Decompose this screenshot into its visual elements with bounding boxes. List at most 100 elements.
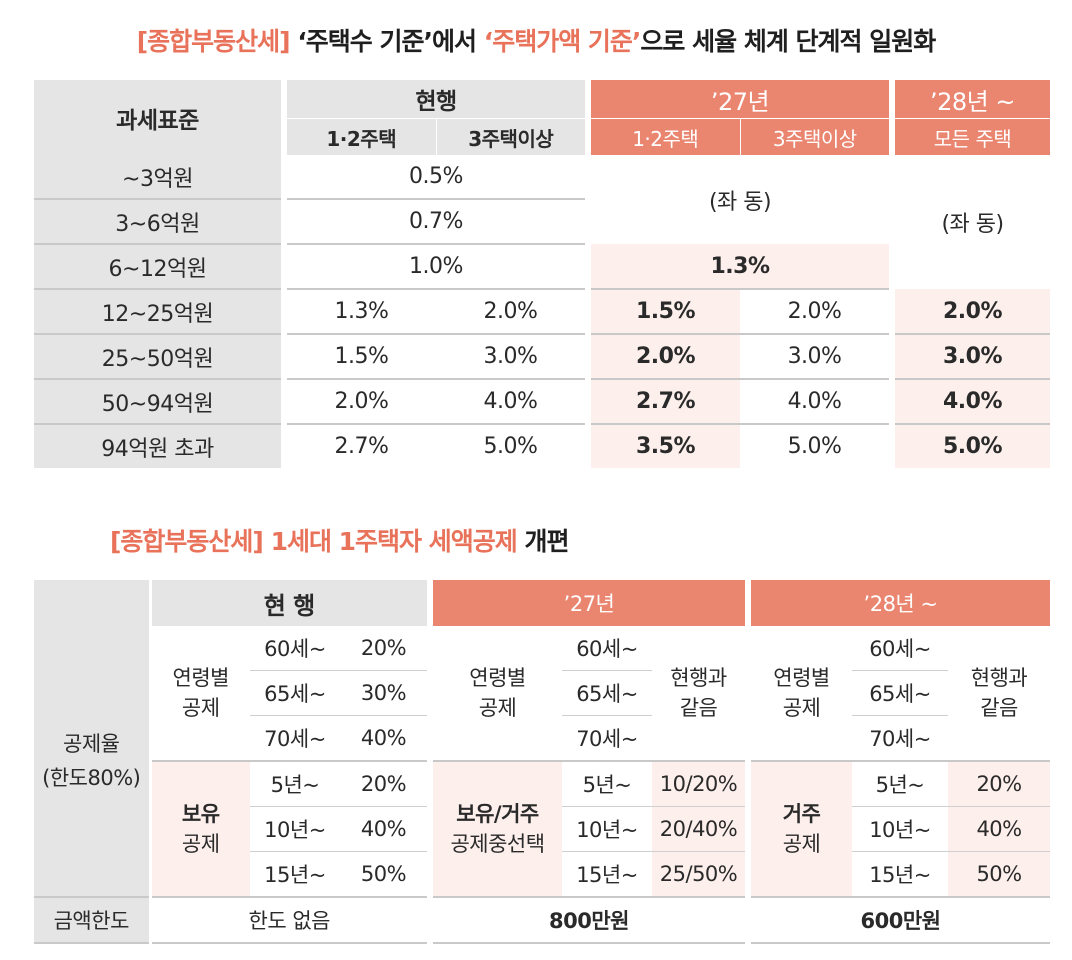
limit-current: 한도 없음 — [150, 896, 431, 944]
choice-label-2: 공제중선택 — [450, 832, 545, 856]
title2-tag: [종합부동산세] — [110, 527, 264, 556]
taxbase-cell: 50~94억원 — [34, 379, 284, 425]
hold-10y-28: 10년~ — [852, 806, 949, 852]
rate-label-text: 공제율 — [63, 732, 120, 756]
rate-27-12: 2.7% — [585, 379, 741, 425]
age-deduction-label-28: 연령별 공제 — [745, 626, 853, 761]
header-taxbase: 과세표준 — [34, 80, 284, 155]
rate-label: 공제율 (한도80%) — [34, 626, 152, 897]
current-rate-3: 4.0% — [436, 379, 589, 425]
same-28-1: 현행과 — [970, 666, 1028, 690]
hold-15y-27: 15년~ — [576, 863, 638, 887]
title1-part2: 으로 세율 체계 단계적 일원화 — [640, 27, 936, 56]
choice-label-1: 보유/거주 — [456, 802, 539, 826]
same-as-left-27: (좌 동) — [585, 155, 893, 244]
rate-28: 5.0% — [889, 424, 1051, 468]
age-70-27: 70세~ — [576, 727, 638, 751]
age-label-27-2: 공제 — [478, 696, 517, 720]
hold-rate-15y: 50% — [360, 862, 407, 886]
current-rate: 0.7% — [280, 199, 589, 245]
age-rate-65: 30% — [340, 670, 431, 716]
hold-5y-27: 5년~ — [562, 760, 653, 807]
hold-label-2: 공제 — [181, 832, 220, 856]
age-rate-70: 40% — [360, 726, 407, 750]
taxbase-cell: 3~6억원 — [34, 199, 284, 245]
table2-title: [종합부동산세] 1세대 1주택자 세액공제 개편 — [110, 522, 569, 558]
res-rate-5y: 20% — [948, 760, 1051, 807]
header-current: 현 행 — [150, 580, 431, 626]
choice-rate-5y: 10/20% — [652, 760, 749, 807]
hold-10y-27: 10년~ — [562, 806, 653, 852]
rate-27-12: 1.5% — [585, 289, 741, 335]
hold-15y: 15년~ — [264, 863, 326, 887]
age-label-1: 연령별 — [172, 666, 230, 690]
header-2027: ’27년 — [427, 580, 749, 626]
age-60-28: 60세~ — [852, 626, 949, 671]
deduction-table: 현 행 ’27년 ’28년 ~ 공제율 (한도80%) 연령별 공제 60세~ … — [34, 580, 1051, 944]
hold-15y-28: 15년~ — [869, 863, 931, 887]
age-70-28: 70세~ — [869, 727, 931, 751]
taxbase-cell: 6~12억원 — [34, 244, 284, 290]
age-60-27: 60세~ — [562, 626, 653, 671]
choice-rate-15y: 25/50% — [652, 851, 749, 897]
rate-28: 3.0% — [889, 334, 1051, 380]
hold-rate-10y: 40% — [340, 806, 431, 852]
age-70: 70세~ — [264, 727, 326, 751]
limit-2028: 600만원 — [745, 896, 1051, 944]
header-2028: ’28년 ~ — [889, 80, 1051, 119]
age-label-2: 공제 — [181, 696, 220, 720]
title1-tag: [종합부동산세] — [136, 27, 291, 56]
hold-5y-28: 5년~ — [852, 760, 949, 807]
current-rate-3: 5.0% — [483, 434, 538, 459]
title1-highlight: ‘주택가액 기준’ — [483, 27, 642, 56]
rate-27-12: 2.0% — [585, 334, 741, 380]
current-rate: 0.5% — [280, 155, 589, 200]
current-rate-12: 1.3% — [281, 289, 436, 335]
current-rate-12: 2.0% — [281, 379, 436, 425]
age-deduction-label: 연령별 공제 — [150, 626, 250, 761]
rate-limit-text: (한도80%) — [42, 766, 141, 790]
table1-title: [종합부동산세] ‘주택수 기준’에서 ‘주택가액 기준’으로 세율 체계 단계… — [0, 22, 1072, 58]
hold-5y: 5년~ — [250, 760, 340, 807]
age-label-27-1: 연령별 — [469, 666, 526, 690]
choice-rate-10y: 20/40% — [652, 806, 749, 852]
title2-part1: 1세대 1주택자 세액공제 — [262, 527, 518, 556]
same-as-current-28: 현행과 같음 — [948, 626, 1050, 761]
res-label-1: 거주 — [782, 802, 821, 826]
hold-label-1: 보유 — [181, 802, 220, 826]
rate-27-merged: 1.3% — [585, 244, 893, 290]
rate-27-12: 3.5% — [585, 424, 741, 468]
same-27-2: 같음 — [679, 696, 718, 720]
taxbase-cell: 25~50억원 — [34, 334, 284, 380]
title2-part2: 개편 — [516, 527, 569, 556]
res-rate-15y: 50% — [948, 851, 1051, 897]
taxbase-cell: 94억원 초과 — [34, 424, 284, 468]
res-rate-10y: 40% — [948, 806, 1051, 852]
choice-deduction-label: 보유/거주 공제중선택 — [427, 760, 563, 897]
header-2028: ’28년 ~ — [745, 580, 1051, 626]
sub-current-3: 3주택이상 — [435, 118, 589, 155]
same-as-left-28: (좌 동) — [889, 155, 1051, 289]
hold-rate-5y: 20% — [340, 760, 431, 807]
age-65-28: 65세~ — [852, 670, 949, 716]
same-28-2: 같음 — [980, 696, 1018, 720]
same-as-current-27: 현행과 같음 — [652, 626, 748, 761]
taxbase-cell: 12~25억원 — [34, 289, 284, 335]
age-label-28-2: 공제 — [782, 696, 821, 720]
sub-28-all: 모든 주택 — [889, 118, 1051, 155]
header-current: 현행 — [280, 80, 589, 119]
sub-27-12: 1·2주택 — [585, 118, 741, 155]
same-27-1: 현행과 — [670, 666, 727, 690]
current-rate-3: 3.0% — [436, 334, 589, 380]
residence-deduction-label: 거주 공제 — [745, 760, 853, 897]
rate-28: 2.0% — [889, 289, 1051, 335]
hold-10y: 10년~ — [250, 806, 340, 852]
res-label-2: 공제 — [782, 832, 821, 856]
age-rate-60: 20% — [340, 626, 431, 671]
age-65-27: 65세~ — [562, 670, 653, 716]
current-rate-12: 2.7% — [281, 424, 436, 468]
limit-label: 금액한도 — [34, 896, 152, 944]
age-label-28-1: 연령별 — [773, 666, 830, 690]
rate-27-3: 5.0% — [787, 434, 842, 459]
age-60: 60세~ — [250, 626, 340, 671]
